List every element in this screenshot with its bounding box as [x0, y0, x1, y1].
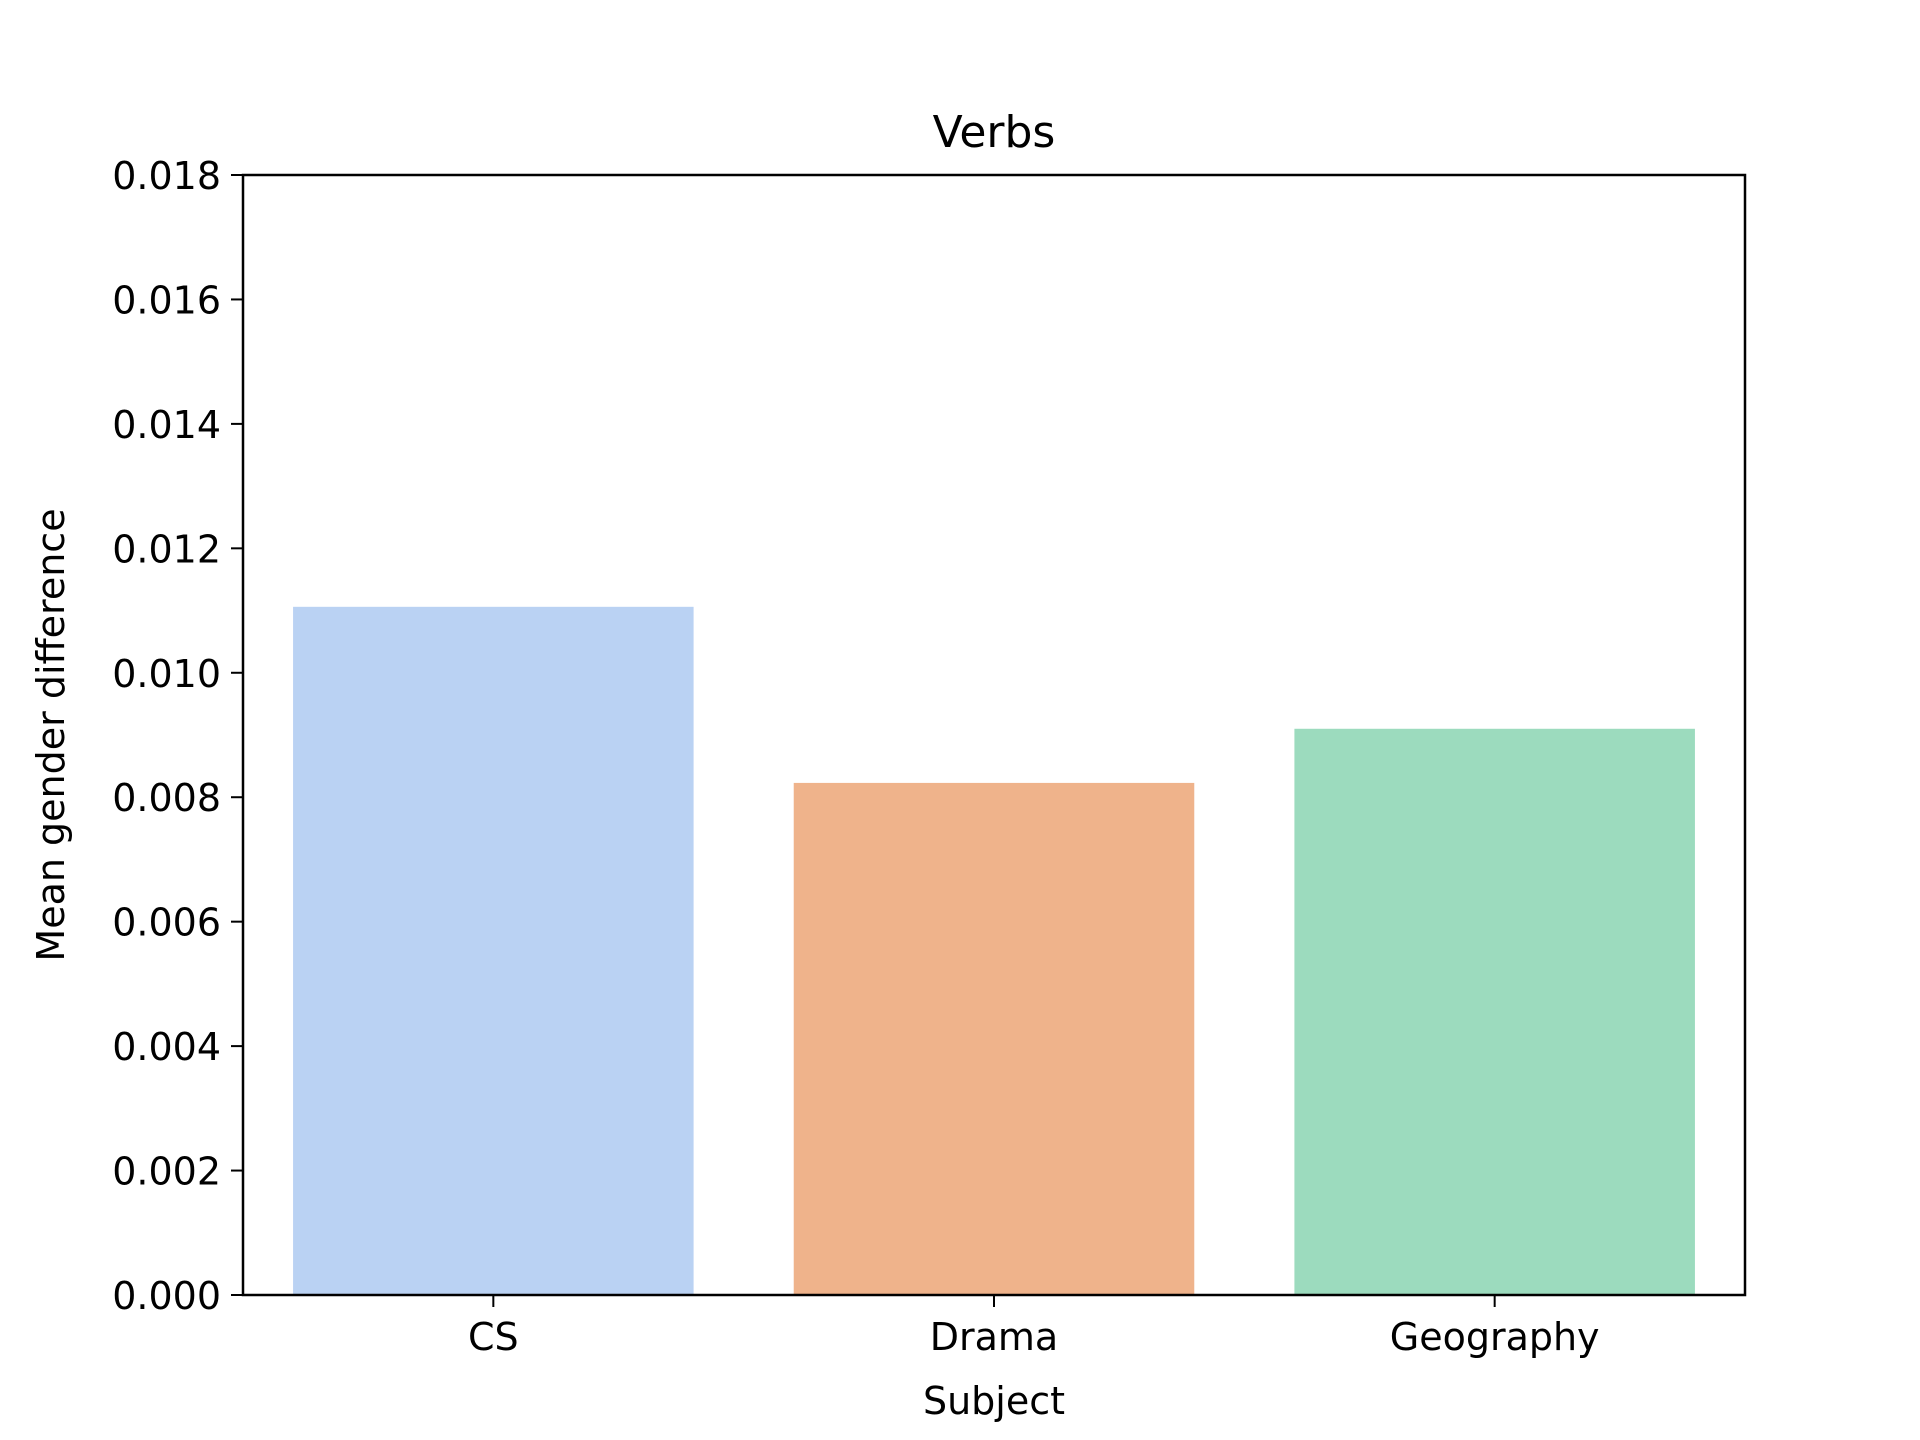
x-tick-label: Drama [930, 1315, 1058, 1359]
x-tick-label: Geography [1390, 1315, 1600, 1359]
chart-title: Verbs [933, 107, 1056, 158]
y-axis-label: Mean gender difference [29, 508, 73, 961]
y-tick-label: 0.012 [112, 527, 221, 571]
bar-drama [793, 782, 1195, 1295]
y-tick-label: 0.006 [112, 901, 221, 945]
x-tick-label: CS [468, 1315, 519, 1359]
y-tick-label: 0.014 [112, 403, 221, 447]
y-tick-label: 0.008 [112, 776, 221, 820]
y-tick-label: 0.010 [112, 652, 221, 696]
bar-geography [1294, 728, 1695, 1295]
bars-layer [293, 606, 1695, 1295]
x-axis-label: Subject [923, 1379, 1065, 1423]
y-tick-label: 0.002 [112, 1150, 221, 1194]
bar-cs [293, 606, 694, 1295]
y-tick-label: 0.018 [112, 154, 221, 198]
y-tick-label: 0.000 [112, 1274, 221, 1318]
ticks-layer: CS Drama Geography 0.000 0.002 0.004 0.006 0.00… [112, 154, 1599, 1359]
plot-area-frame [241, 173, 1747, 1297]
y-tick-label: 0.016 [112, 278, 221, 322]
y-tick-label: 0.004 [112, 1025, 221, 1069]
